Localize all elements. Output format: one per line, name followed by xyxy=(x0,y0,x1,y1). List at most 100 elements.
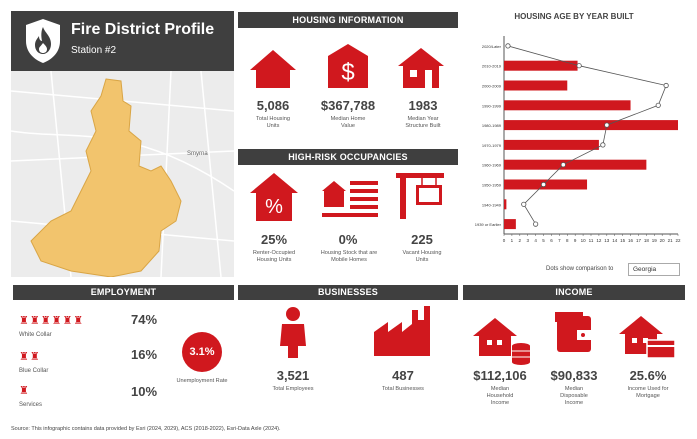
y-tick-label: 1939 or Earlier xyxy=(475,222,502,227)
factory-icon xyxy=(374,306,430,356)
bar xyxy=(504,80,568,91)
blue-collar-value: 16% xyxy=(131,347,158,362)
comparison-select[interactable]: Georgia xyxy=(628,263,680,276)
comparison-dot xyxy=(560,162,566,168)
mobile-home-icon xyxy=(322,181,378,217)
blue-collar-label: Blue Collar xyxy=(19,368,49,374)
person-icon xyxy=(280,307,306,358)
x-tick-label: 6 xyxy=(550,238,553,243)
mobile-homes-label: Housing Stock that are Mobile Homes xyxy=(320,250,378,263)
white-collar-label: White Collar xyxy=(19,332,52,338)
x-tick-label: 7 xyxy=(558,238,561,243)
x-tick-label: 2 xyxy=(519,238,522,243)
risk-header: HIGH-RISK OCCUPANCIES xyxy=(238,149,458,165)
risk-panel: % 25% 0% 225 Renter-Occupied Housing Uni… xyxy=(238,165,458,275)
percent-house-icon: % xyxy=(250,173,298,221)
median-home-value: $367,788 xyxy=(320,98,376,113)
x-tick-label: 9 xyxy=(574,238,577,243)
mortgage-share-label: Income Used for Mortgage xyxy=(627,386,669,399)
y-tick-label: 1970-1979 xyxy=(482,143,502,148)
station-label: Station #2 xyxy=(71,45,117,56)
dollar-icon: $ xyxy=(328,44,368,88)
housing-header: HOUSING INFORMATION xyxy=(238,12,458,28)
median-home-value-label: Median Home Value xyxy=(330,116,366,129)
page-title: Fire District Profile xyxy=(71,21,215,38)
x-tick-label: 16 xyxy=(628,238,634,243)
district-map[interactable]: Smyrna xyxy=(11,71,234,277)
white-collar-icons: ♜♜♜♜♜♜ xyxy=(19,315,85,327)
house-coins-icon xyxy=(473,318,530,365)
x-tick-label: 5 xyxy=(542,238,545,243)
total-businesses-value: 487 xyxy=(392,368,414,383)
total-housing-units-label: Total Housing Units xyxy=(256,116,290,129)
services-value: 10% xyxy=(131,384,158,399)
bar xyxy=(504,199,507,210)
x-tick-label: 15 xyxy=(620,238,626,243)
x-tick-label: 8 xyxy=(566,238,569,243)
total-employees-value: 3,521 xyxy=(276,368,310,383)
comparison-dot xyxy=(521,201,527,207)
x-tick-label: 17 xyxy=(636,238,642,243)
home-icon xyxy=(398,48,444,88)
bar xyxy=(504,139,599,150)
employment-panel: ♜♜♜♜♜♜ White Collar 74% ♜♜ Blue Collar 1… xyxy=(13,300,234,418)
comparison-dot xyxy=(600,142,606,148)
x-tick-label: 18 xyxy=(644,238,650,243)
y-tick-label: 2020/Later xyxy=(482,44,502,49)
services-icons: ♜ xyxy=(19,385,29,397)
wallet-icon xyxy=(555,312,593,352)
household-income-label: Median Household Income xyxy=(486,386,514,406)
bar xyxy=(504,120,678,131)
x-tick-label: 22 xyxy=(675,238,681,243)
x-tick-label: 20 xyxy=(660,238,666,243)
y-tick-label: 1940-1949 xyxy=(482,202,502,207)
x-tick-label: 12 xyxy=(596,238,602,243)
svg-text:$: $ xyxy=(341,59,354,86)
x-tick-label: 3 xyxy=(526,238,529,243)
disposable-income-label: Median Disposable Income xyxy=(560,386,588,406)
renter-occupied-label: Renter-Occupied Housing Units xyxy=(252,250,296,263)
mobile-homes-value: 0% xyxy=(338,232,358,247)
comparison-dot xyxy=(604,122,610,128)
bar xyxy=(504,100,631,111)
fire-shield-icon xyxy=(26,19,60,63)
housing-panel: $ 5,086 $367,788 1983 Total Housing Unit… xyxy=(238,28,458,143)
mortgage-share-value: 25.6% xyxy=(629,368,667,383)
x-tick-label: 13 xyxy=(604,238,610,243)
income-panel: $112,106 $90,833 25.6% Median Household … xyxy=(463,300,685,418)
x-tick-label: 14 xyxy=(612,238,618,243)
comparison-dot xyxy=(663,82,669,89)
comparison-dot xyxy=(655,102,661,108)
x-tick-label: 19 xyxy=(652,238,658,243)
median-year-built-label: Median Year Structure Built xyxy=(405,116,441,129)
white-collar-value: 74% xyxy=(131,312,158,327)
total-housing-units-value: 5,086 xyxy=(256,98,290,113)
x-tick-label: 0 xyxy=(503,238,506,243)
svg-text:%: % xyxy=(265,196,283,218)
x-tick-label: 10 xyxy=(581,238,587,243)
map-label-smyrna: Smyrna xyxy=(187,151,208,157)
comparison-dot xyxy=(540,181,547,188)
map-graphic xyxy=(11,71,234,277)
house-icon xyxy=(250,50,296,88)
bar xyxy=(504,219,516,230)
x-tick-label: 4 xyxy=(534,238,537,243)
total-employees-label: Total Employees xyxy=(272,386,314,392)
total-businesses-label: Total Businesses xyxy=(382,386,424,392)
businesses-panel: 3,521 487 Total Employees Total Business… xyxy=(238,300,458,400)
y-tick-label: 1980-1989 xyxy=(482,123,502,128)
employment-header: EMPLOYMENT xyxy=(13,285,234,300)
y-tick-label: 2000-2009 xyxy=(482,84,502,89)
y-tick-label: 1950-1959 xyxy=(482,183,502,188)
x-tick-label: 1 xyxy=(511,238,514,243)
housing-age-chart: 2020/Later2010-20192000-20091990-1999198… xyxy=(475,36,681,243)
comparison-dot xyxy=(533,221,539,227)
unemployment-label: Unemployment Rate xyxy=(176,378,228,384)
comparison-line xyxy=(507,45,667,225)
source-footnote: Source: This infographic contains data p… xyxy=(11,426,281,432)
title-block: Fire District Profile Station #2 xyxy=(11,11,234,71)
comparison-label: Dots show comparison to xyxy=(546,266,614,272)
chart-title: HOUSING AGE BY YEAR BUILT xyxy=(514,12,634,21)
y-tick-label: 1990-1999 xyxy=(482,103,502,108)
median-year-built-value: 1983 xyxy=(408,98,438,113)
